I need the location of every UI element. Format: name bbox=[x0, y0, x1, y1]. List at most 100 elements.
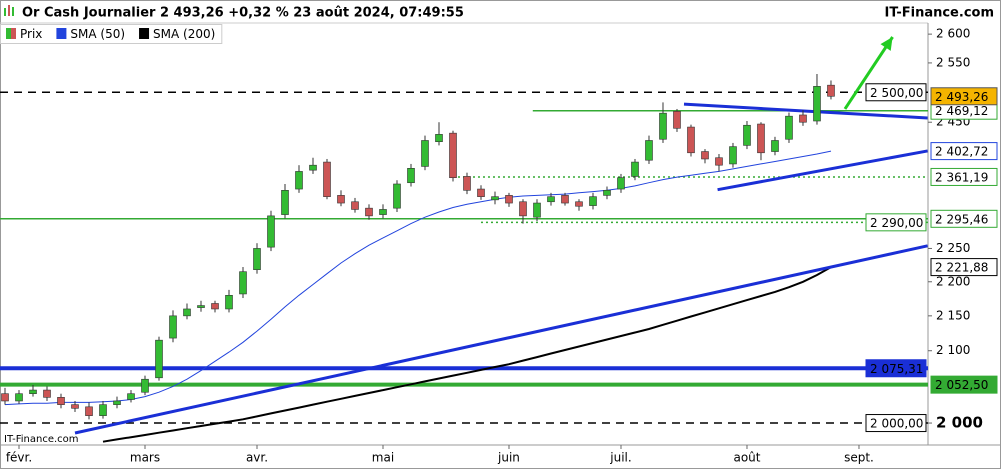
candle-body bbox=[799, 114, 807, 123]
candle-body bbox=[491, 196, 499, 201]
candle-body bbox=[99, 404, 107, 416]
candle-body bbox=[29, 389, 37, 394]
y-tick-label: 2 000 bbox=[936, 414, 983, 432]
candle-body bbox=[687, 126, 695, 154]
sma-line bbox=[4, 150, 832, 406]
candle-body bbox=[561, 195, 569, 204]
candle-body bbox=[505, 195, 513, 204]
candle-body bbox=[155, 339, 163, 379]
y-tick-label: 2 550 bbox=[936, 55, 970, 69]
value-label: 2 221,88 bbox=[935, 261, 988, 275]
candle-body bbox=[239, 271, 247, 295]
value-label: 2 075,31 bbox=[870, 362, 923, 376]
candle-body bbox=[169, 315, 177, 339]
x-tick-label: mars bbox=[130, 451, 160, 465]
candle-body bbox=[295, 171, 303, 190]
x-tick-label: août bbox=[733, 451, 760, 465]
candle-body bbox=[197, 305, 205, 308]
candle-body bbox=[673, 111, 681, 129]
candle-body bbox=[743, 124, 751, 146]
trendline bbox=[683, 102, 928, 120]
legend-swatch bbox=[56, 28, 67, 39]
legend-label: Prix bbox=[20, 27, 42, 41]
y-tick-label: 2 200 bbox=[936, 274, 970, 288]
arrow-shaft bbox=[843, 36, 894, 110]
app-icon bbox=[4, 5, 14, 16]
candle-body bbox=[449, 132, 457, 178]
x-tick-label: févr. bbox=[6, 451, 32, 465]
legend: Prix SMA (50) SMA (200) bbox=[0, 24, 223, 44]
value-label: 2 493,26 bbox=[935, 90, 988, 104]
value-label-box bbox=[930, 375, 998, 394]
candle-body bbox=[85, 406, 93, 416]
value-label: 2 290,00 bbox=[870, 216, 923, 230]
candle-body bbox=[113, 400, 121, 405]
candle-body bbox=[365, 207, 373, 217]
candle-body bbox=[435, 134, 443, 143]
candle-body bbox=[813, 86, 821, 122]
legend-swatch bbox=[6, 28, 11, 39]
sma-line bbox=[102, 266, 832, 443]
legend-swatch bbox=[139, 28, 150, 39]
arrow-head bbox=[880, 36, 893, 51]
candle-body bbox=[785, 115, 793, 140]
legend-swatch bbox=[11, 28, 16, 39]
legend-label: SMA (200) bbox=[153, 27, 215, 41]
value-label-box bbox=[865, 359, 927, 378]
candle-body bbox=[183, 308, 191, 317]
trendline bbox=[717, 149, 928, 192]
candle-body bbox=[589, 196, 597, 206]
value-label: 2 295,46 bbox=[935, 212, 988, 226]
candle-body bbox=[407, 168, 415, 184]
value-label-box bbox=[930, 87, 998, 106]
value-label: 2 000,00 bbox=[870, 417, 923, 431]
x-tick-label: avr. bbox=[246, 451, 268, 465]
candle-body bbox=[477, 188, 485, 197]
candle-body bbox=[211, 303, 219, 310]
value-label: 2 361,19 bbox=[935, 170, 988, 184]
y-tick-label: 2 250 bbox=[936, 241, 970, 255]
candle-body bbox=[127, 393, 135, 400]
candle-body bbox=[631, 161, 639, 177]
trendline bbox=[74, 244, 928, 435]
candle-body bbox=[617, 177, 625, 190]
candle-body bbox=[43, 389, 51, 398]
candle-body bbox=[351, 201, 359, 210]
candle-body bbox=[323, 161, 331, 197]
candle-body bbox=[715, 157, 723, 166]
chart-title: Or Cash Journalier 2 493,26 +0,32 % 23 a… bbox=[22, 6, 464, 21]
x-tick-label: juin bbox=[497, 451, 520, 465]
candle-body bbox=[547, 196, 555, 203]
candle-body bbox=[645, 140, 653, 161]
candle-body bbox=[253, 248, 261, 270]
candle-body bbox=[463, 176, 471, 191]
y-tick-label: 2 150 bbox=[936, 308, 970, 322]
candle-body bbox=[729, 146, 737, 165]
candle-body bbox=[141, 378, 149, 393]
candle-body bbox=[701, 151, 709, 160]
candle-body bbox=[225, 295, 233, 310]
value-label-box bbox=[930, 209, 998, 228]
value-label-box bbox=[865, 83, 927, 102]
candle-body bbox=[267, 215, 275, 248]
candle-body bbox=[309, 164, 317, 171]
candle-body bbox=[533, 202, 541, 218]
candle-body bbox=[519, 201, 527, 217]
x-tick-label: juil. bbox=[609, 451, 631, 465]
candle-body bbox=[379, 209, 387, 215]
value-label-box bbox=[930, 258, 998, 277]
value-label-box bbox=[930, 167, 998, 186]
brand: IT-Finance.com bbox=[885, 6, 994, 21]
x-tick-label: mai bbox=[372, 451, 394, 465]
candle-body bbox=[575, 201, 583, 207]
candle-body bbox=[57, 397, 65, 405]
legend-label: SMA (50) bbox=[70, 27, 125, 41]
candle-body bbox=[15, 393, 23, 402]
candle-body bbox=[71, 404, 79, 409]
value-label-box bbox=[865, 414, 927, 433]
legend-box bbox=[0, 24, 223, 44]
candle-body bbox=[771, 140, 779, 152]
candle-body bbox=[393, 183, 401, 209]
